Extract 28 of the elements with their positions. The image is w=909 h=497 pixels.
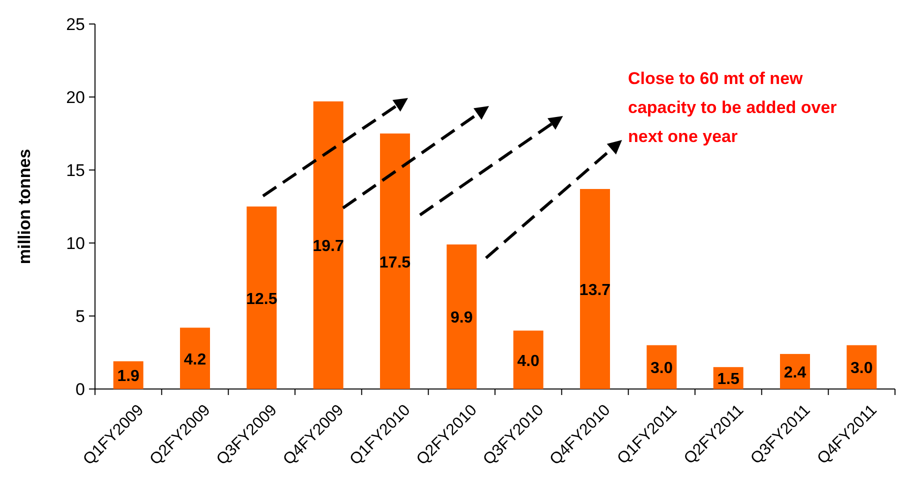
data-label: 1.5 xyxy=(717,371,740,388)
data-label: 2.4 xyxy=(784,364,806,382)
bar xyxy=(246,206,277,389)
y-tick-label: 5 xyxy=(76,306,85,326)
bar xyxy=(513,330,544,389)
bar xyxy=(646,345,677,389)
y-tick-label: 20 xyxy=(66,88,85,107)
data-label: 3.0 xyxy=(850,360,873,378)
bar xyxy=(446,244,477,389)
data-label: 17.5 xyxy=(379,254,411,272)
data-label: 13.7 xyxy=(579,282,611,299)
y-tick-label: 25 xyxy=(66,14,85,34)
bar xyxy=(580,188,610,389)
bar xyxy=(846,345,877,389)
bar xyxy=(180,328,210,389)
y-tick-label: 10 xyxy=(66,234,85,253)
data-label: 1.9 xyxy=(117,368,140,386)
data-label: 19.7 xyxy=(312,238,344,256)
bar xyxy=(380,134,410,389)
data-label: 4.0 xyxy=(517,352,540,370)
data-label: 3.0 xyxy=(650,360,673,378)
bar xyxy=(313,101,344,389)
annotation: Close to 60 mt of new capacity to be added over next one year xyxy=(628,69,838,146)
data-label: 4.2 xyxy=(184,351,206,368)
data-label: 9.9 xyxy=(450,310,473,327)
y-tick-label: 15 xyxy=(66,160,85,180)
y-axis-title: million tonnes xyxy=(15,148,34,264)
y-tick-label: 0 xyxy=(76,380,85,399)
